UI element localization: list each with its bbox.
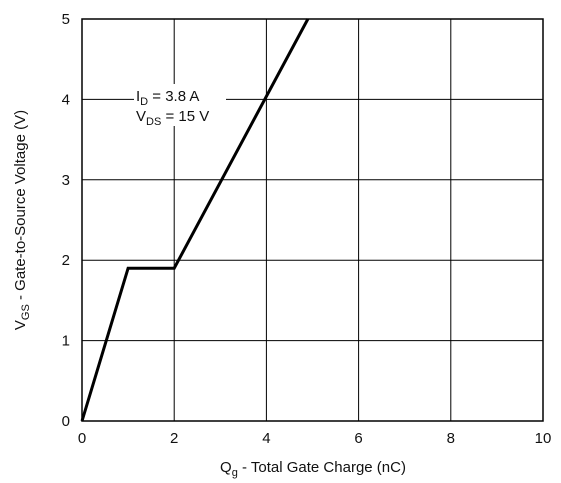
x-axis-title-sub: g <box>232 467 238 479</box>
series-layer <box>80 18 310 422</box>
plot-frame <box>81 18 544 422</box>
x-tick-labels: 0 2 4 6 8 10 <box>78 430 552 447</box>
annotation-drain-current-main: I <box>136 88 140 105</box>
x-tick-label-1: 2 <box>170 430 178 447</box>
x-tick-label-5: 10 <box>535 430 552 447</box>
x-tick-label-3: 6 <box>354 430 362 447</box>
annotation-background <box>134 84 226 126</box>
annotation-drain-source-voltage-sub: DS <box>146 116 161 128</box>
annotation-drain-current-rest: = 3.8 A <box>148 88 199 105</box>
y-tick-label-3: 3 <box>62 172 70 189</box>
x-axis-title-rest: - Total Gate Charge (nC) <box>238 459 406 476</box>
y-tick-label-4: 4 <box>62 91 70 108</box>
series-line-vgs <box>80 18 310 422</box>
x-axis-title: Qg - Total Gate Charge (nC) <box>220 459 406 479</box>
y-tick-label-5: 5 <box>62 11 70 28</box>
x-tick-label-4: 8 <box>447 430 455 447</box>
annotation-drain-source-voltage-main: V <box>136 108 146 125</box>
y-axis-title-main: V <box>12 320 29 330</box>
y-tick-label-1: 1 <box>62 333 70 350</box>
annotation-drain-current: ID = 3.8 A <box>136 88 199 108</box>
y-tick-label-2: 2 <box>62 252 70 269</box>
annotation-drain-source-voltage: VDS = 15 V <box>136 108 209 128</box>
y-axis-title-rest: - Gate-to-Source Voltage (V) <box>12 110 29 304</box>
annotation-drain-current-sub: D <box>140 96 148 108</box>
y-tick-labels: 0 1 2 3 4 5 <box>62 11 70 430</box>
plot-frame-layer <box>81 18 544 422</box>
annotation-block: ID = 3.8 A VDS = 15 V <box>134 84 226 128</box>
y-axis-title: VGS - Gate-to-Source Voltage (V) <box>12 110 32 330</box>
x-tick-label-0: 0 <box>78 430 86 447</box>
annotation-drain-source-voltage-rest: = 15 V <box>161 108 209 125</box>
y-axis-title-sub: GS <box>20 304 32 320</box>
y-tick-label-0: 0 <box>62 413 70 430</box>
x-axis-title-main: Q <box>220 459 232 476</box>
x-tick-label-2: 4 <box>262 430 270 447</box>
grid-lines <box>81 18 544 422</box>
